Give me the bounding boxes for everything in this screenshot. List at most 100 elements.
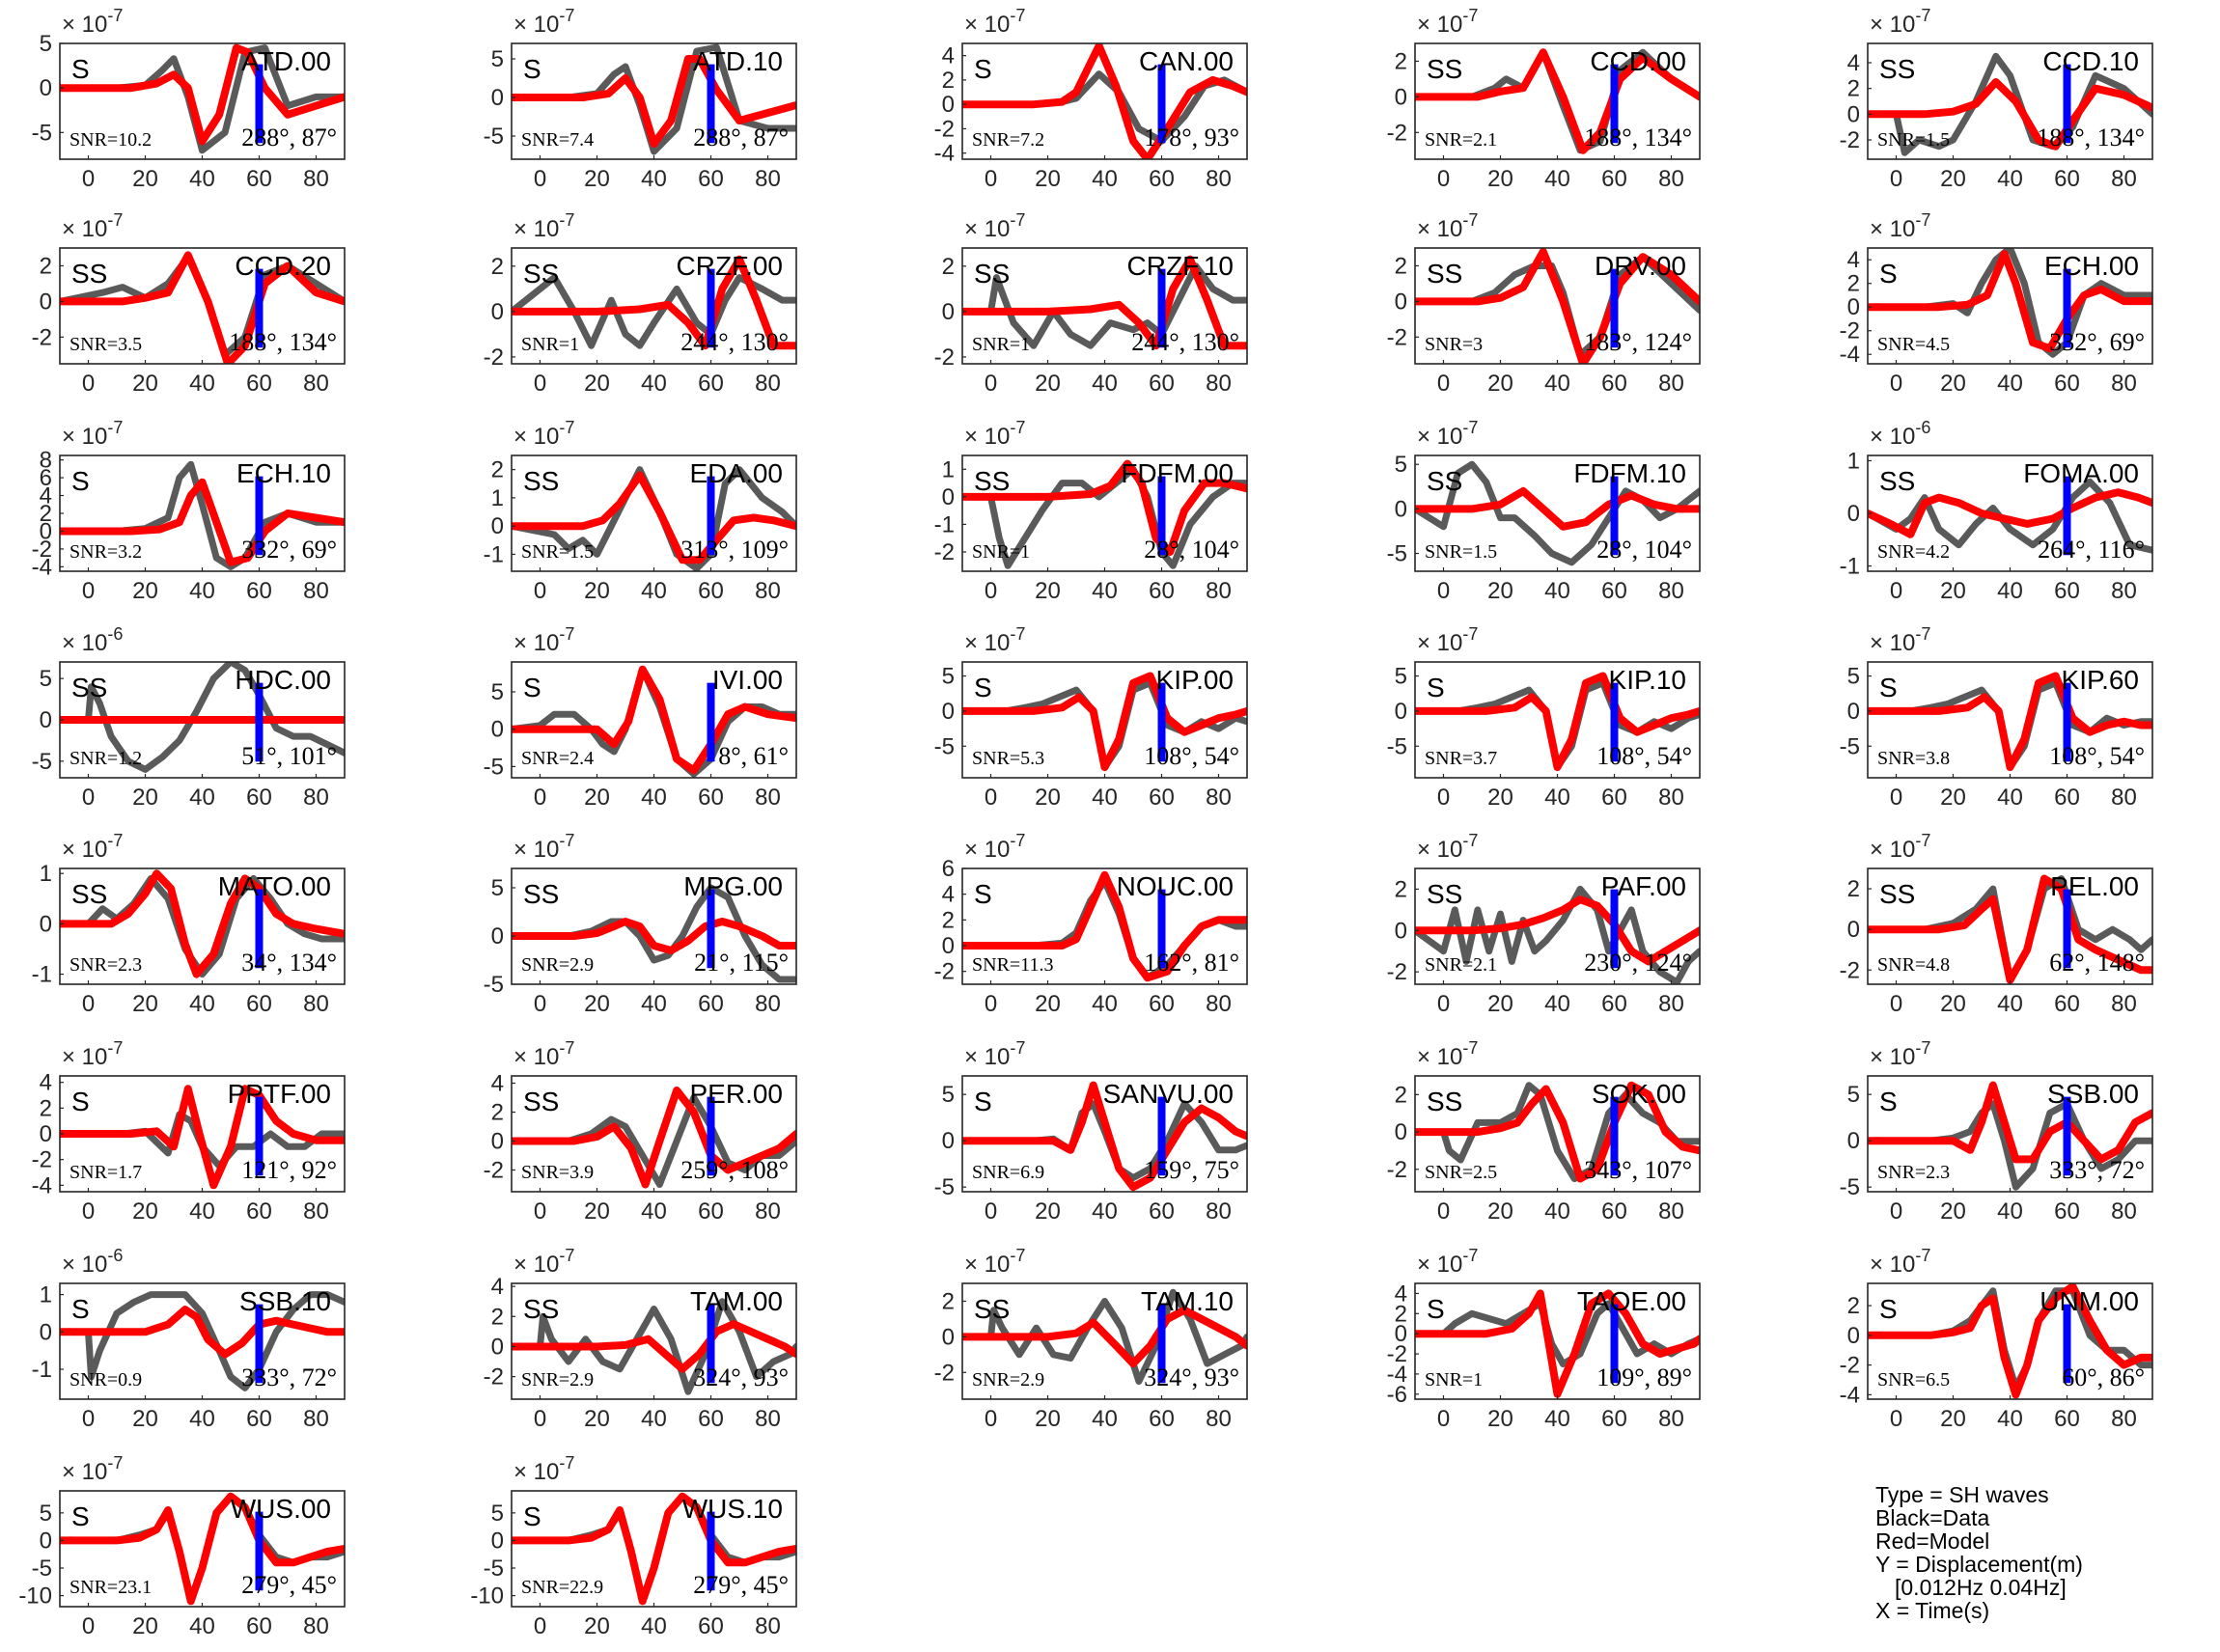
phase-label: SS — [1427, 259, 1462, 289]
y-exponent: × 10-7 — [1870, 831, 1930, 863]
y-tick-label: 4 — [491, 1071, 504, 1097]
y-tick-label: 4 — [942, 882, 955, 908]
y-tick-label: 0 — [491, 299, 504, 325]
model-trace — [512, 1320, 796, 1373]
azimuth-label: 279°, 45° — [693, 1571, 789, 1599]
y-tick-label: -2 — [934, 344, 955, 371]
y-tick-label: -2 — [934, 539, 955, 565]
snr-label: SNR=1 — [1425, 1369, 1483, 1390]
y-tick-label: 4 — [1847, 50, 1860, 76]
y-tick-label: 0 — [1847, 101, 1860, 127]
x-tick-label: 60 — [2054, 371, 2080, 397]
x-tick-label: 80 — [2111, 785, 2137, 811]
model-trace — [1415, 1289, 1700, 1398]
y-tick-label: -1 — [32, 962, 52, 988]
x-tick-label: 0 — [1890, 166, 1902, 192]
station-label: HDC.00 — [235, 665, 331, 695]
x-tick-label: 80 — [755, 1613, 781, 1639]
phase-label: SS — [523, 1294, 559, 1324]
y-exponent: × 10-7 — [964, 624, 1025, 656]
panel-ssb-00: 0 20 40 60 80 5 0 -5 × 10-7 S SSB.00 SNR=2.3 333°, 7… — [1840, 1038, 2153, 1225]
x-tick-label: 20 — [132, 166, 158, 192]
y-exponent-power: -7 — [559, 831, 574, 850]
snr-label: SNR=2.9 — [972, 1369, 1044, 1390]
phase-label: SS — [523, 259, 559, 289]
y-tick-label: -5 — [934, 1174, 955, 1200]
y-tick-label: 2 — [1847, 76, 1860, 102]
snr-label: SNR=6.5 — [1877, 1369, 1950, 1390]
x-tick-label: 0 — [82, 785, 95, 811]
model-trace — [962, 459, 1247, 556]
x-tick-label: 60 — [1601, 1406, 1627, 1432]
x-tick-label: 60 — [1149, 1406, 1175, 1432]
y-exponent-power: -6 — [1915, 418, 1930, 437]
x-tick-label: 80 — [755, 991, 781, 1017]
model-trace — [1868, 488, 2152, 538]
y-tick-label: 0 — [942, 484, 955, 510]
y-exponent: × 10-7 — [513, 831, 574, 863]
x-tick-label: 20 — [1940, 166, 1966, 192]
azimuth-label: 188°, 134° — [2037, 124, 2145, 151]
y-tick-label: -2 — [1840, 957, 1860, 983]
y-exponent-power: -7 — [1915, 6, 1930, 25]
x-tick-label: 20 — [584, 991, 610, 1017]
phase-label: S — [523, 1501, 541, 1531]
x-tick-label: 0 — [1437, 371, 1450, 397]
snr-label: SNR=1.5 — [1877, 129, 1950, 151]
station-label: CCD.20 — [235, 251, 331, 281]
azimuth-label: 183°, 124° — [1584, 328, 1692, 356]
y-tick-label: -2 — [934, 1360, 955, 1386]
x-tick-label: 0 — [1437, 991, 1450, 1017]
y-exponent: × 10-7 — [1417, 1246, 1478, 1278]
phase-label: S — [1427, 673, 1445, 702]
y-exponent: × 10-7 — [1870, 1246, 1930, 1278]
snr-label: SNR=3.7 — [1425, 748, 1497, 769]
x-tick-label: 20 — [584, 371, 610, 397]
x-tick-label: 40 — [641, 371, 667, 397]
y-exponent-power: -7 — [107, 210, 123, 230]
y-tick-label: -1 — [1840, 554, 1860, 580]
y-tick-label: 2 — [942, 254, 955, 280]
y-tick-label: 0 — [491, 1334, 504, 1360]
phase-label: SS — [974, 466, 1010, 496]
y-exponent-power: -7 — [1010, 831, 1025, 850]
y-tick-label: 2 — [1395, 1301, 1407, 1327]
phase-label: S — [1879, 1294, 1898, 1324]
y-tick-label: 2 — [1395, 1082, 1407, 1108]
x-tick-label: 20 — [1487, 371, 1513, 397]
station-label: WUS.10 — [682, 1494, 783, 1524]
y-tick-label: 0 — [40, 75, 52, 101]
x-tick-label: 80 — [303, 1406, 329, 1432]
azimuth-label: 62°, 148° — [2049, 949, 2145, 977]
azimuth-label: 109°, 89° — [1596, 1363, 1692, 1391]
x-tick-label: 0 — [985, 991, 997, 1017]
snr-label: SNR=4.8 — [1877, 954, 1950, 976]
legend-type: Type = SH waves — [1875, 1482, 2049, 1507]
x-tick-label: 80 — [303, 785, 329, 811]
x-tick-label: 0 — [82, 1406, 95, 1432]
y-exponent: × 10-7 — [1417, 831, 1478, 863]
panel-ssb-10: 0 20 40 60 80 1 0 -1 × 10-6 S SSB.10 SNR=0.9 333°, 7… — [32, 1246, 346, 1432]
x-tick-label: 80 — [2111, 166, 2137, 192]
y-exponent: × 10-7 — [513, 624, 574, 656]
snr-label: SNR=1.5 — [521, 541, 594, 563]
x-tick-label: 60 — [1149, 991, 1175, 1017]
x-tick-label: 40 — [1092, 1198, 1118, 1225]
y-exponent: × 10-7 — [964, 418, 1025, 450]
snr-label: SNR=2.9 — [521, 1369, 594, 1390]
y-tick-label: -5 — [484, 754, 504, 780]
panel-kip-10: 0 20 40 60 80 5 0 -5 × 10-7 S KIP.10 SNR=3.7 108°, 5… — [1387, 624, 1701, 811]
station-label: KIP.00 — [1156, 665, 1234, 695]
x-tick-label: 20 — [1487, 785, 1513, 811]
x-tick-label: 0 — [1890, 1198, 1902, 1225]
x-tick-label: 60 — [246, 578, 272, 604]
y-exponent-power: -7 — [107, 831, 123, 850]
x-tick-label: 40 — [641, 578, 667, 604]
model-trace — [512, 471, 796, 564]
